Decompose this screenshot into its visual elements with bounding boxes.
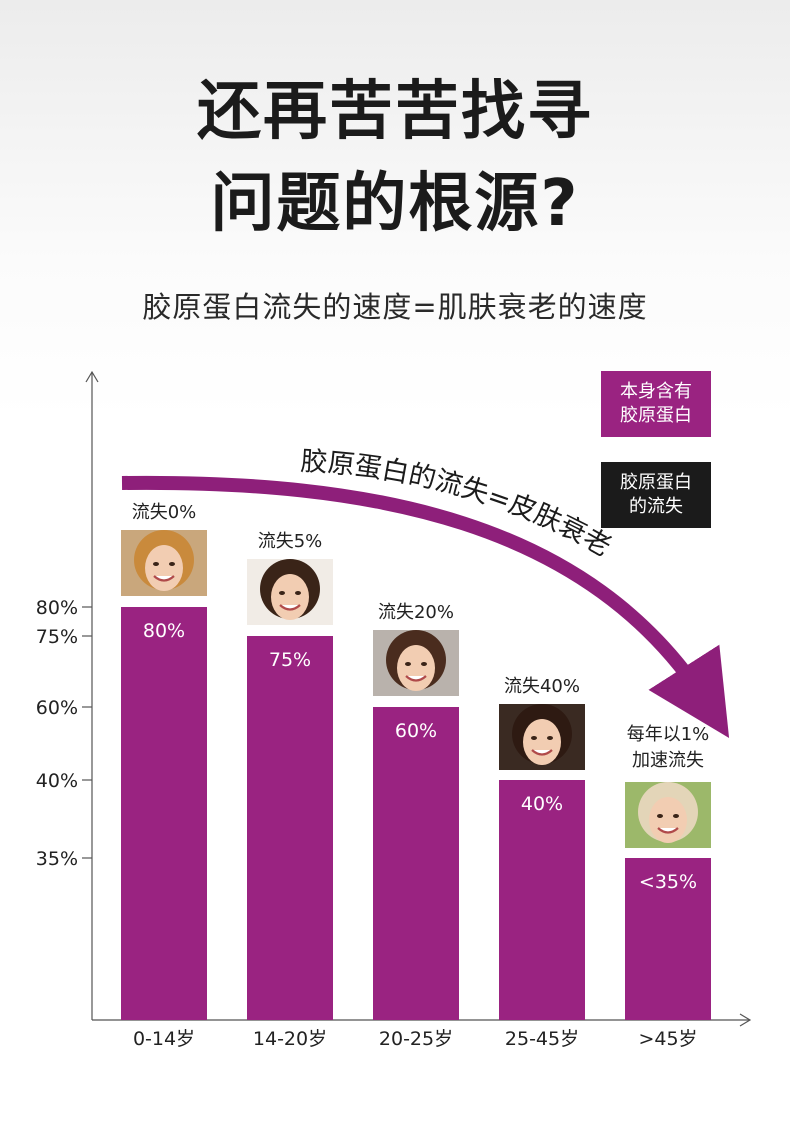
loss-label-2: 流失20% (378, 602, 454, 623)
last-note-line-0: 每年以1% (627, 724, 710, 745)
bar-value-label-1: 75% (269, 649, 311, 671)
legend-inherent-line-2: 胶原蛋白 (620, 405, 692, 426)
legend-inherent-collagen: 本身含有 胶原蛋白 (601, 371, 711, 437)
last-note-line-1: 加速流失 (632, 750, 704, 771)
bar-value-label-4: <35% (639, 871, 697, 893)
legend-inherent-line-1: 本身含有 (620, 381, 692, 402)
trend-arrow (121, 475, 730, 739)
x-axis-arrow (739, 1013, 752, 1027)
trend-arrow-label: 胶原蛋白的流失=皮肤衰老 (300, 446, 617, 563)
legend-loss-line-2: 的流失 (629, 496, 683, 517)
x-category-label-0: 0-14岁 (133, 1028, 195, 1050)
bar-4 (625, 858, 711, 1020)
labels-group: 80% 75% 60% 40% 35% 80% 0-14岁 75% 14-20岁 60% 20-25… (36, 502, 710, 1050)
legend-loss-line-1: 胶原蛋白 (620, 472, 692, 493)
bar-1 (247, 636, 333, 1020)
bar-3 (499, 780, 585, 1020)
x-category-label-3: 25-45岁 (505, 1028, 579, 1050)
elderly-woman-photo (625, 782, 711, 848)
subtitle: 胶原蛋白流失的速度=肌肤衰老的速度 (142, 290, 648, 324)
loss-label-3: 流失40% (504, 676, 580, 697)
bar-2 (373, 707, 459, 1020)
child-photo (121, 530, 207, 596)
young-woman-photo (247, 559, 333, 625)
legend-collagen-loss: 胶原蛋白 的流失 (601, 462, 711, 528)
y-tick-label-4: 35% (36, 848, 78, 870)
bar-0 (121, 607, 207, 1020)
smiling-woman-photo (373, 630, 459, 696)
x-category-label-2: 20-25岁 (379, 1028, 453, 1050)
headline-line-1: 还再苦苦找寻 (197, 75, 593, 149)
y-tick-label-2: 60% (36, 697, 78, 719)
y-tick-label-0: 80% (36, 597, 78, 619)
loss-label-0: 流失0% (132, 502, 197, 523)
bar-value-label-3: 40% (521, 793, 563, 815)
bar-value-label-0: 80% (143, 620, 185, 642)
y-tick-label-1: 75% (36, 626, 78, 648)
woman-photo (499, 704, 585, 770)
trend-arrow-label-text: 胶原蛋白的流失=皮肤衰老 (300, 446, 617, 563)
y-tick-label-3: 40% (36, 770, 78, 792)
headline-line-2: 问题的根源? (210, 167, 580, 241)
loss-label-1: 流失5% (258, 531, 323, 552)
bar-value-label-2: 60% (395, 720, 437, 742)
bars-group (121, 607, 711, 1020)
x-category-label-4: >45岁 (638, 1028, 697, 1050)
x-category-label-1: 14-20岁 (253, 1028, 327, 1050)
y-axis-arrow (85, 370, 99, 383)
